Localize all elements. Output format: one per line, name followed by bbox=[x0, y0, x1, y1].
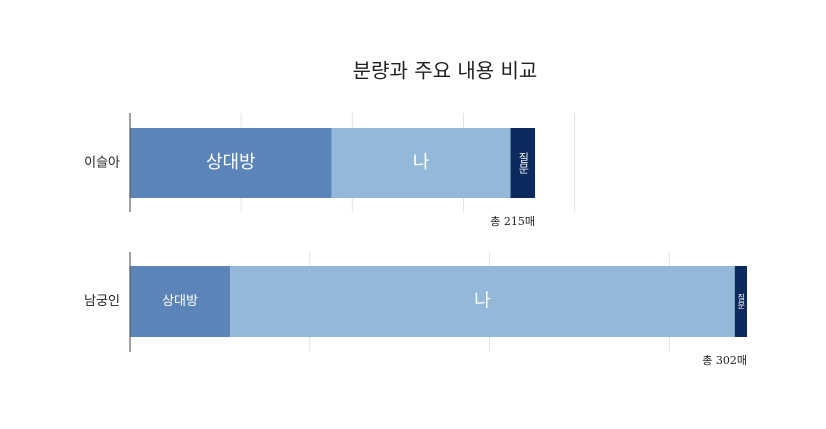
segment-label: 나 bbox=[413, 152, 430, 173]
category-label: 남궁인 bbox=[84, 294, 120, 309]
segment-label: 나 bbox=[474, 291, 491, 312]
segment-label: 질문 bbox=[517, 152, 530, 174]
bar-segment bbox=[130, 128, 332, 198]
total-label: 총 302매 bbox=[702, 354, 747, 367]
total-label: 총 215매 bbox=[490, 215, 535, 228]
segment-label: 질문 bbox=[737, 294, 746, 310]
category-label: 이슬아 bbox=[84, 156, 120, 171]
segment-label: 상대방 bbox=[162, 294, 198, 309]
segment-label: 상대방 bbox=[206, 152, 256, 173]
bar-segment bbox=[510, 128, 536, 198]
bar-segment bbox=[331, 128, 511, 198]
page-title: 분량과 주요 내용 비교 bbox=[353, 59, 538, 83]
bar-segment bbox=[230, 266, 735, 337]
bar-segment bbox=[130, 266, 231, 337]
bar-segment bbox=[734, 266, 747, 337]
